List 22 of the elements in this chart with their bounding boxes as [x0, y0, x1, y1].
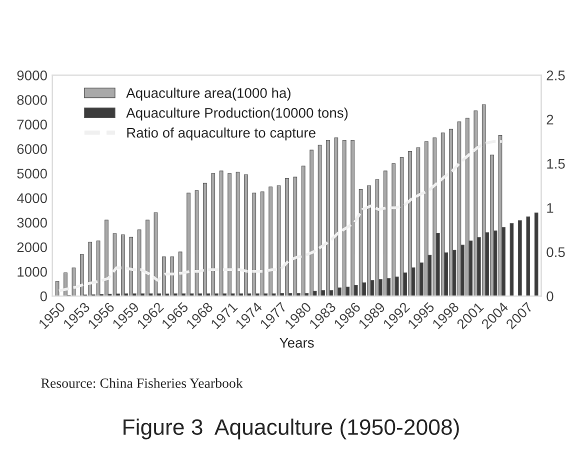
y-tick-label: 6000 — [17, 144, 47, 154]
y-tick-label: 7000 — [17, 120, 47, 130]
y2-tick-label: 2 — [546, 114, 554, 124]
y-tick-label: 4000 — [16, 193, 47, 204]
y-tick-label: 1000 — [18, 266, 47, 277]
y-tick-label: 9000 — [17, 70, 47, 80]
text: Figure 3 Aquaculture (1950-2008) — [124, 418, 459, 440]
y-tick-label: 2000 — [17, 242, 47, 252]
y2-tick-label: 2.5 — [546, 70, 565, 80]
y-tick-label: 5000 — [17, 168, 47, 179]
x-axis-title: Years — [280, 338, 314, 348]
y-tick-label: 0 — [40, 291, 47, 302]
legend-label: Aquaculture area(1000 ha) — [126, 88, 290, 101]
y2-tick-label: 0 — [546, 291, 554, 302]
y-tick-label: 3000 — [17, 218, 47, 228]
y2-tick-label: 1 — [547, 203, 554, 213]
legend-label: Aquaculture Production(10000 tons) — [126, 108, 348, 121]
y-tick-label: 8000 — [17, 95, 47, 105]
text: Resource: China Fisheries Yearbook — [41, 378, 243, 388]
legend-label: Ratio of aquaculture to capture — [127, 127, 316, 140]
y2-tick-label: 0.5 — [546, 247, 565, 258]
y2-tick-label: 1.5 — [547, 159, 565, 169]
